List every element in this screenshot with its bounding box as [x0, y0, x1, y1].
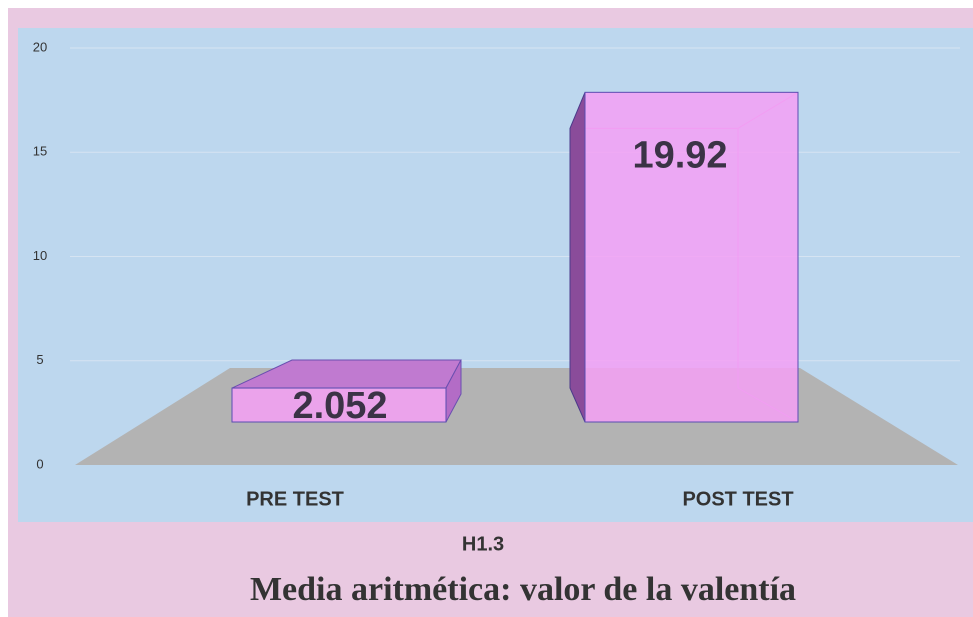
bar-side: [569, 92, 586, 423]
chart-title: Media aritmética: valor de la valentía: [250, 571, 796, 608]
y-tick-label: 5: [36, 352, 43, 367]
plot: 0 5 10 15 20 PRE TEST 2.052 POST TEST 19.92: [33, 39, 960, 510]
bar: [231, 387, 447, 423]
y-tick-label: 20: [33, 39, 47, 54]
y-tick-label: 15: [33, 144, 47, 159]
x-tick-label: PRE TEST: [246, 488, 344, 510]
data-label: 19.92: [632, 134, 727, 176]
y-tick-label: 0: [36, 456, 43, 471]
x-tick-label: POST TEST: [682, 488, 793, 510]
y-tick-label: 10: [33, 248, 47, 263]
bar: [584, 91, 799, 423]
x-axis-label: H1.3: [462, 533, 504, 555]
data-label: 2.052: [292, 385, 387, 427]
